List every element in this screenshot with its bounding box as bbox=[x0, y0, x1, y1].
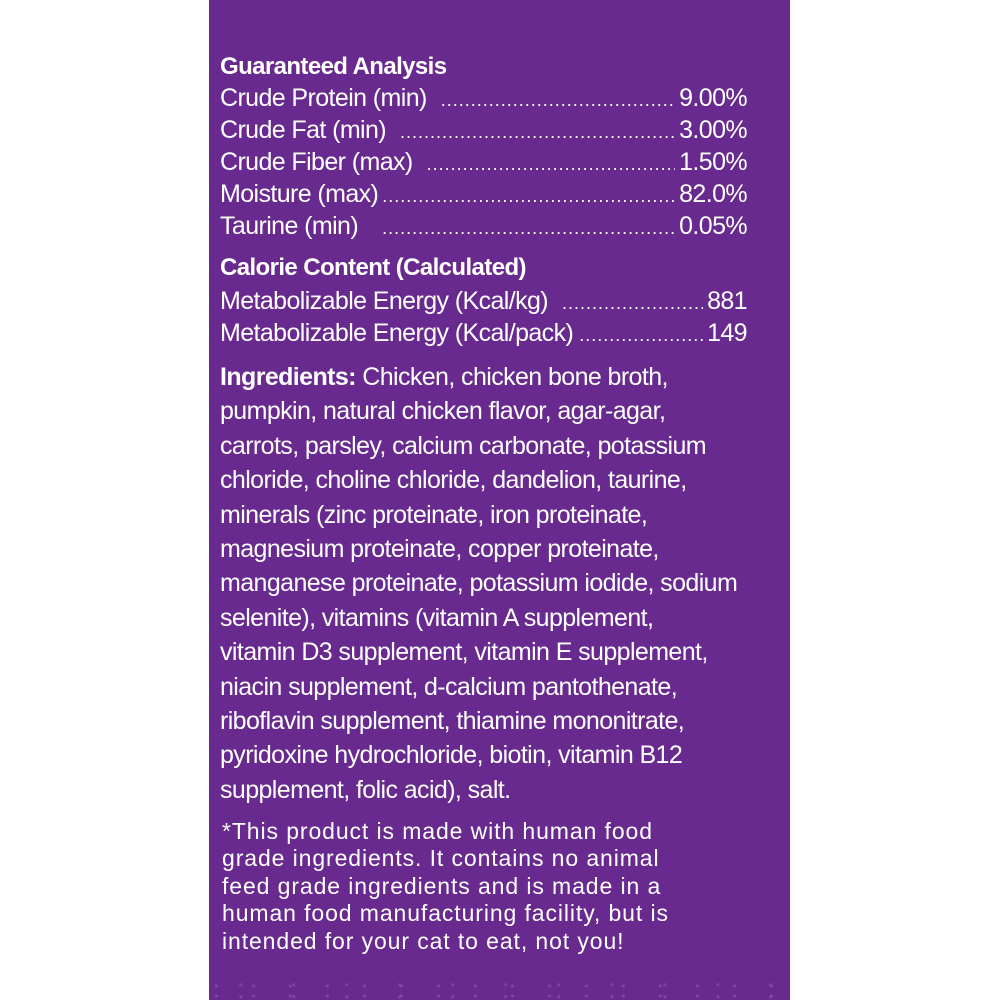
analysis-row: Moisture (max) 82.0% bbox=[220, 179, 748, 211]
ingredients-line: Ingredients: Chicken, chicken bone broth… bbox=[220, 363, 668, 391]
dot-leader bbox=[441, 85, 675, 115]
ingredients-line: niacin supplement, d-calcium pantothenat… bbox=[220, 673, 678, 701]
dot-leader bbox=[382, 213, 675, 243]
calorie-row: Metabolizable Energy (Kcal/kg) 881 bbox=[220, 286, 748, 318]
analysis-value: 1.50% bbox=[679, 148, 747, 176]
ingredients-line: riboflavin supplement, thiamine mononitr… bbox=[220, 707, 685, 735]
footnote-line: *This product is made with human food bbox=[222, 818, 653, 844]
footnote-line: grade ingredients. It contains no animal bbox=[222, 845, 660, 871]
analysis-value: 9.00% bbox=[679, 84, 747, 112]
ingredients-line: pyridoxine hydrochloride, biotin, vitami… bbox=[220, 741, 683, 769]
dot-leader bbox=[400, 117, 675, 147]
calorie-value: 881 bbox=[707, 287, 748, 315]
ingredients-line: selenite), vitamins (vitamin A supplemen… bbox=[220, 604, 654, 632]
ingredients-line: pumpkin, natural chicken flavor, agar-ag… bbox=[220, 397, 666, 425]
dot-leader bbox=[382, 181, 675, 211]
ingredients-label: Ingredients: bbox=[220, 363, 356, 391]
analysis-label: Taurine (min) bbox=[220, 212, 359, 240]
calorie-label: Metabolizable Energy (Kcal/pack) bbox=[220, 319, 574, 347]
calorie-label: Metabolizable Energy (Kcal/kg) bbox=[220, 287, 549, 315]
ingredients-line: vitamin D3 supplement, vitamin E supplem… bbox=[220, 638, 708, 666]
footnote-line: human food manufacturing facility, but i… bbox=[222, 900, 669, 926]
ingredients-line: magnesium proteinate, copper proteinate, bbox=[220, 535, 659, 563]
analysis-row: Taurine (min) 0.05% bbox=[220, 211, 748, 243]
analysis-row: Crude Fiber (max) 1.50% bbox=[220, 147, 748, 179]
guaranteed-analysis-heading: Guaranteed Analysis bbox=[220, 53, 447, 80]
analysis-label: Crude Fat (min) bbox=[220, 116, 387, 144]
ingredients-line: manganese proteinate, potassium iodide, … bbox=[220, 569, 738, 597]
decorative-speckle bbox=[209, 980, 790, 1000]
footnote-line: feed grade ingredients and is made in a bbox=[222, 873, 662, 899]
analysis-value: 0.05% bbox=[679, 212, 747, 240]
analysis-label: Crude Fiber (max) bbox=[220, 148, 413, 176]
analysis-value: 3.00% bbox=[679, 116, 747, 144]
nutrition-label-panel: Guaranteed Analysis Crude Protein (min) 9… bbox=[209, 0, 790, 1000]
ingredients-line: minerals (zinc proteinate, iron proteina… bbox=[220, 501, 648, 529]
ingredients-line: supplement, folic acid), salt. bbox=[220, 776, 511, 804]
calorie-content-heading: Calorie Content (Calculated) bbox=[220, 254, 527, 281]
dot-leader bbox=[427, 149, 675, 179]
analysis-value: 82.0% bbox=[679, 180, 747, 208]
calorie-row: Metabolizable Energy (Kcal/pack) 149 bbox=[220, 318, 748, 350]
footnote-line: intended for your cat to eat, not you! bbox=[222, 928, 625, 954]
ingredients-line: carrots, parsley, calcium carbonate, pot… bbox=[220, 432, 707, 460]
analysis-label: Crude Protein (min) bbox=[220, 84, 427, 112]
calorie-value: 149 bbox=[707, 319, 748, 347]
dot-leader bbox=[579, 320, 703, 350]
dot-leader bbox=[562, 288, 703, 318]
analysis-label: Moisture (max) bbox=[220, 180, 379, 208]
ingredients-line: chloride, choline chloride, dandelion, t… bbox=[220, 466, 687, 494]
analysis-row: Crude Protein (min) 9.00% bbox=[220, 83, 748, 115]
analysis-row: Crude Fat (min) 3.00% bbox=[220, 115, 748, 147]
